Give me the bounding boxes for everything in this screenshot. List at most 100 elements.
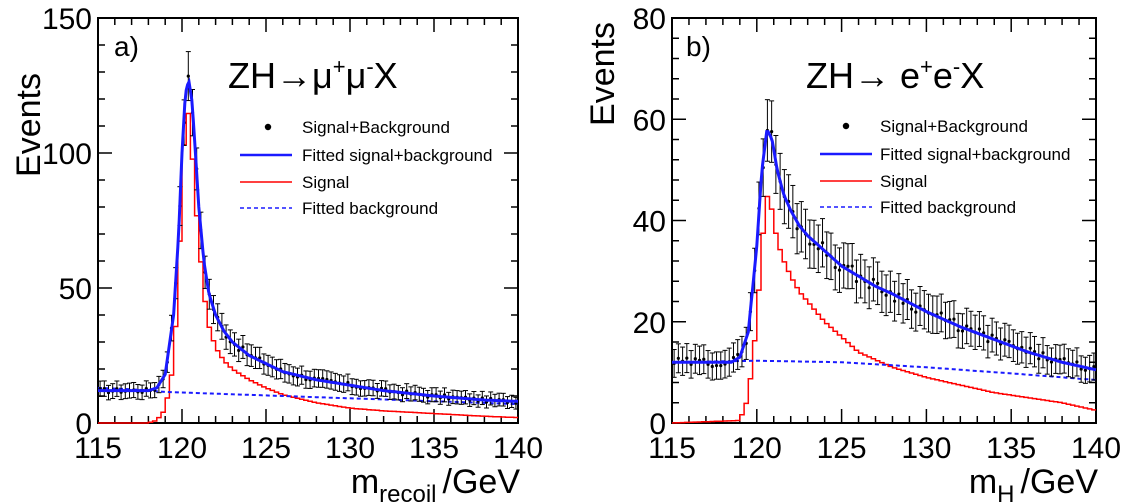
x-axis-label: mH/GeV — [969, 463, 1098, 502]
data-point — [820, 241, 825, 245]
legend-entry: Signal+Background — [302, 118, 450, 137]
y-tick-label: 0 — [75, 408, 92, 441]
y-tick-label: 0 — [649, 408, 666, 441]
data-point — [241, 345, 245, 349]
axis-ticks — [671, 17, 1097, 424]
data-point — [884, 293, 888, 297]
legend-entry: Signal+Background — [880, 117, 1028, 136]
data-point — [1028, 346, 1032, 350]
legend-marker-data — [842, 122, 850, 130]
tick-labels: 115 120 125 130 135 140 0 50 100 150 — [42, 3, 543, 465]
signal-background-fit-curve — [98, 77, 519, 403]
data-point — [876, 281, 880, 285]
legend-entry: Fitted background — [880, 198, 1016, 217]
legend: Signal+Background Fitted signal+backgrou… — [820, 117, 1070, 217]
y-tick-label: 50 — [59, 273, 92, 306]
legend-entry: Signal — [880, 172, 927, 191]
x-tick-label: 130 — [325, 432, 375, 465]
x-tick-label: 115 — [648, 432, 696, 465]
data-point — [186, 74, 190, 78]
data-point — [676, 356, 680, 360]
data-point — [990, 333, 994, 337]
data-point — [871, 277, 876, 281]
x-tick-label: 140 — [493, 432, 543, 465]
y-axis-label: Events — [10, 73, 48, 177]
data-point — [909, 307, 914, 311]
signal-histogram — [672, 195, 1096, 424]
legend-entry: Fitted signal+background — [880, 145, 1070, 164]
y-tick-label: 40 — [633, 206, 666, 239]
data-point — [837, 268, 842, 272]
background-fit-curve — [671, 359, 1097, 381]
data-point — [956, 329, 960, 333]
data-point — [901, 301, 905, 305]
data-point — [1075, 360, 1079, 364]
y-tick-label: 150 — [42, 3, 92, 36]
signal-background-fit-curve — [672, 130, 1097, 372]
data-point — [770, 130, 774, 134]
data-point — [685, 356, 689, 360]
data-point — [702, 357, 706, 361]
x-tick-label: 130 — [901, 432, 951, 465]
data-point — [1079, 367, 1083, 371]
data-point — [867, 286, 871, 290]
data-point — [965, 324, 969, 328]
legend-entry: Signal — [302, 173, 349, 192]
data-point — [893, 299, 897, 303]
data-point — [850, 264, 854, 268]
y-axis-label: Events — [584, 22, 622, 126]
panel-b: 115 120 125 130 135 140 0 20 40 60 80 b) ZH→ e+e-X… — [584, 3, 1121, 502]
data-point — [977, 327, 982, 331]
data-point — [719, 363, 723, 368]
data-point — [731, 355, 736, 360]
panel-label: b) — [686, 31, 711, 62]
data-point — [808, 242, 812, 246]
process-label: ZH→ e+e-X — [806, 54, 984, 96]
x-tick-label: 120 — [157, 432, 207, 465]
legend-entry: Fitted signal+background — [302, 146, 492, 165]
data-point — [710, 364, 714, 369]
x-tick-label: 115 — [74, 432, 122, 465]
background-fit-curve — [97, 386, 519, 406]
data-point — [952, 317, 956, 321]
y-tick-label: 80 — [633, 3, 666, 36]
x-tick-label: 120 — [732, 432, 782, 465]
data-point — [1049, 360, 1054, 364]
data-point — [1092, 364, 1096, 369]
legend: Signal+Background Fitted signal+backgrou… — [240, 118, 492, 218]
x-tick-label: 135 — [409, 432, 459, 465]
data-point — [816, 247, 820, 251]
axis-ticks — [97, 17, 519, 424]
x-tick-label: 125 — [241, 432, 291, 465]
data-point — [833, 265, 837, 270]
data-point — [846, 264, 850, 268]
data-point — [1007, 339, 1011, 343]
y-tick-label: 100 — [42, 138, 92, 171]
data-point — [914, 310, 918, 314]
data-point — [714, 363, 719, 368]
legend-entry: Fitted background — [302, 199, 438, 218]
y-tick-label: 60 — [633, 104, 666, 137]
data-point — [1062, 357, 1066, 361]
x-tick-label: 125 — [817, 432, 867, 465]
x-axis-label: mrecoil/GeV — [351, 463, 520, 502]
series-layer — [97, 51, 519, 424]
data-point — [795, 227, 799, 231]
process-label: ZH→μ+μ-X — [228, 54, 398, 96]
data-point — [854, 279, 859, 284]
plot-frame — [97, 17, 519, 424]
data-point — [1003, 338, 1007, 342]
tick-labels: 115 120 125 130 135 140 0 20 40 60 80 — [633, 3, 1121, 465]
x-tick-label: 135 — [986, 432, 1036, 465]
data-point — [736, 352, 740, 357]
data-point — [1041, 351, 1045, 355]
data-point — [939, 311, 943, 315]
data-point — [960, 329, 965, 333]
signal-histogram — [98, 112, 518, 424]
data-point — [1083, 368, 1087, 372]
panel-label: a) — [114, 31, 139, 62]
series-layer — [671, 99, 1097, 424]
data-point — [693, 357, 697, 361]
